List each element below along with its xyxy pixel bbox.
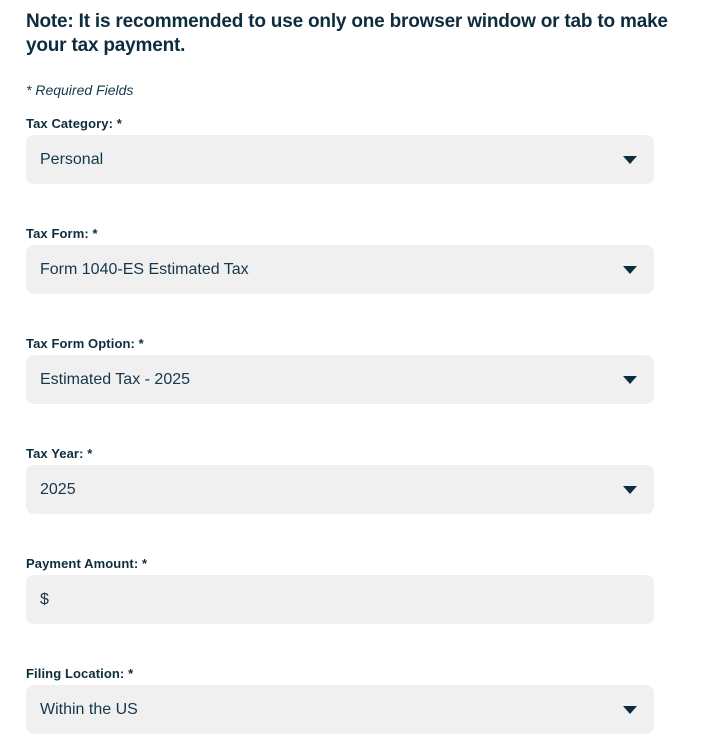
tax-form-option-value: Estimated Tax - 2025	[40, 370, 191, 388]
tax-form-label: Tax Form: *	[26, 226, 98, 241]
tax-category-label: Tax Category: *	[26, 116, 122, 131]
filing-location-value: Within the US	[40, 700, 138, 718]
field-group-tax-form-option: Tax Form Option: * Estimated Tax - 2025	[26, 336, 680, 404]
filing-location-label: Filing Location: *	[26, 666, 134, 681]
tax-form-value: Form 1040-ES Estimated Tax	[40, 260, 249, 278]
tax-year-value: 2025	[40, 480, 76, 498]
dollar-sign-prefix: $	[40, 590, 49, 608]
field-group-tax-year: Tax Year: * 2025	[26, 446, 680, 514]
field-group-tax-form: Tax Form: * Form 1040-ES Estimated Tax	[26, 226, 680, 294]
tax-year-label: Tax Year: *	[26, 446, 93, 461]
field-group-payment-amount: Payment Amount: * $	[26, 556, 680, 624]
tax-form-select[interactable]: Form 1040-ES Estimated Tax	[26, 245, 654, 294]
required-fields-note: * Required Fields	[26, 82, 134, 98]
caret-down-icon	[623, 705, 637, 714]
tax-year-select[interactable]: 2025	[26, 465, 654, 514]
browser-window-note: Note: It is recommended to use only one …	[26, 11, 668, 56]
caret-down-icon	[623, 375, 637, 384]
caret-down-icon	[623, 265, 637, 274]
filing-location-select[interactable]: Within the US	[26, 685, 654, 734]
form-fields: Tax Category: * Personal Tax Form: * For…	[26, 116, 680, 734]
tax-form-option-label: Tax Form Option: *	[26, 336, 144, 351]
caret-down-icon	[623, 485, 637, 494]
payment-amount-label: Payment Amount: *	[26, 556, 148, 571]
payment-amount-input[interactable]	[54, 575, 637, 624]
tax-form-option-select[interactable]: Estimated Tax - 2025	[26, 355, 654, 404]
field-group-filing-location: Filing Location: * Within the US	[26, 666, 680, 734]
tax-category-select[interactable]: Personal	[26, 135, 654, 184]
field-group-tax-category: Tax Category: * Personal	[26, 116, 680, 184]
payment-amount-box: $	[26, 575, 654, 624]
tax-category-value: Personal	[40, 150, 104, 168]
caret-down-icon	[623, 155, 637, 164]
